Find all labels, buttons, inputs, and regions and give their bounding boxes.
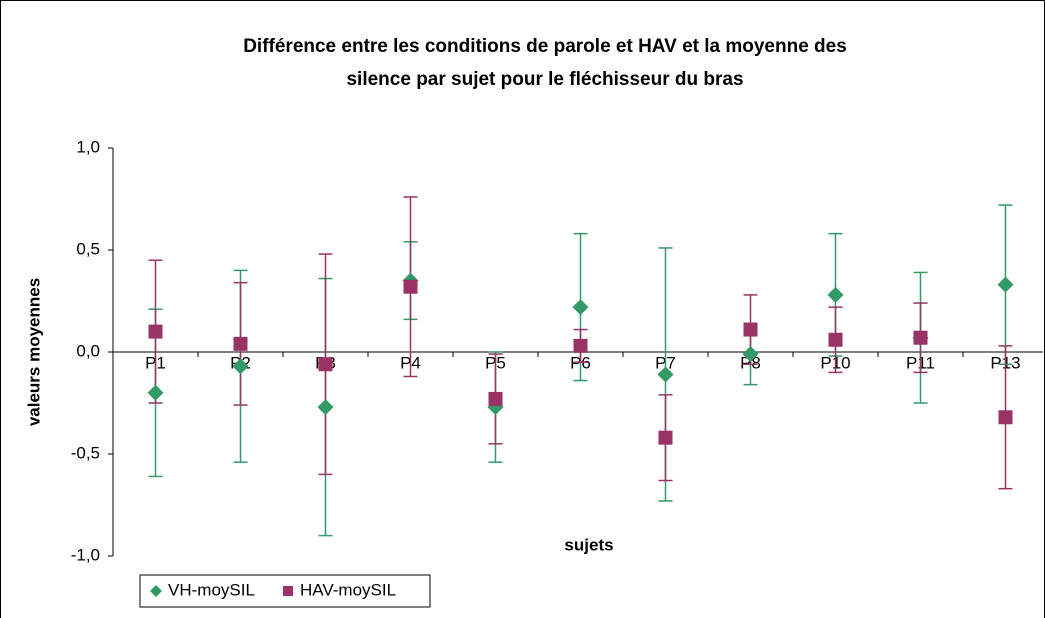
y-tick-label: -0,5	[71, 443, 100, 462]
y-tick-label: -1,0	[71, 545, 100, 564]
data-point	[488, 391, 503, 406]
legend-marker	[150, 585, 162, 597]
legend-label: VH-moySIL	[168, 580, 255, 599]
x-axis-title: sujets	[564, 535, 613, 554]
data-point	[147, 384, 164, 401]
data-point	[148, 324, 163, 339]
data-point	[997, 276, 1014, 293]
y-tick-label: 0,5	[76, 239, 100, 258]
chart-title: silence par sujet pour le fléchisseur du…	[346, 69, 743, 90]
y-axis-title: valeurs moyennes	[24, 278, 43, 426]
data-point	[318, 357, 333, 372]
y-tick-label: 1,0	[76, 137, 100, 156]
data-point	[827, 286, 844, 303]
legend-label: HAV-moySIL	[300, 580, 396, 599]
data-point	[657, 366, 674, 383]
y-tick-label: 0,0	[76, 341, 100, 360]
data-point	[317, 399, 334, 416]
data-point	[403, 279, 418, 294]
data-point	[998, 410, 1013, 425]
data-point	[743, 322, 758, 337]
data-point	[828, 332, 843, 347]
chart-title: Différence entre les conditions de parol…	[243, 36, 847, 57]
data-point	[573, 338, 588, 353]
data-point	[232, 358, 249, 375]
data-point	[913, 330, 928, 345]
data-point	[658, 430, 673, 445]
legend-marker	[283, 586, 293, 596]
data-point	[572, 299, 589, 316]
data-point	[742, 346, 759, 363]
data-point	[233, 336, 248, 351]
